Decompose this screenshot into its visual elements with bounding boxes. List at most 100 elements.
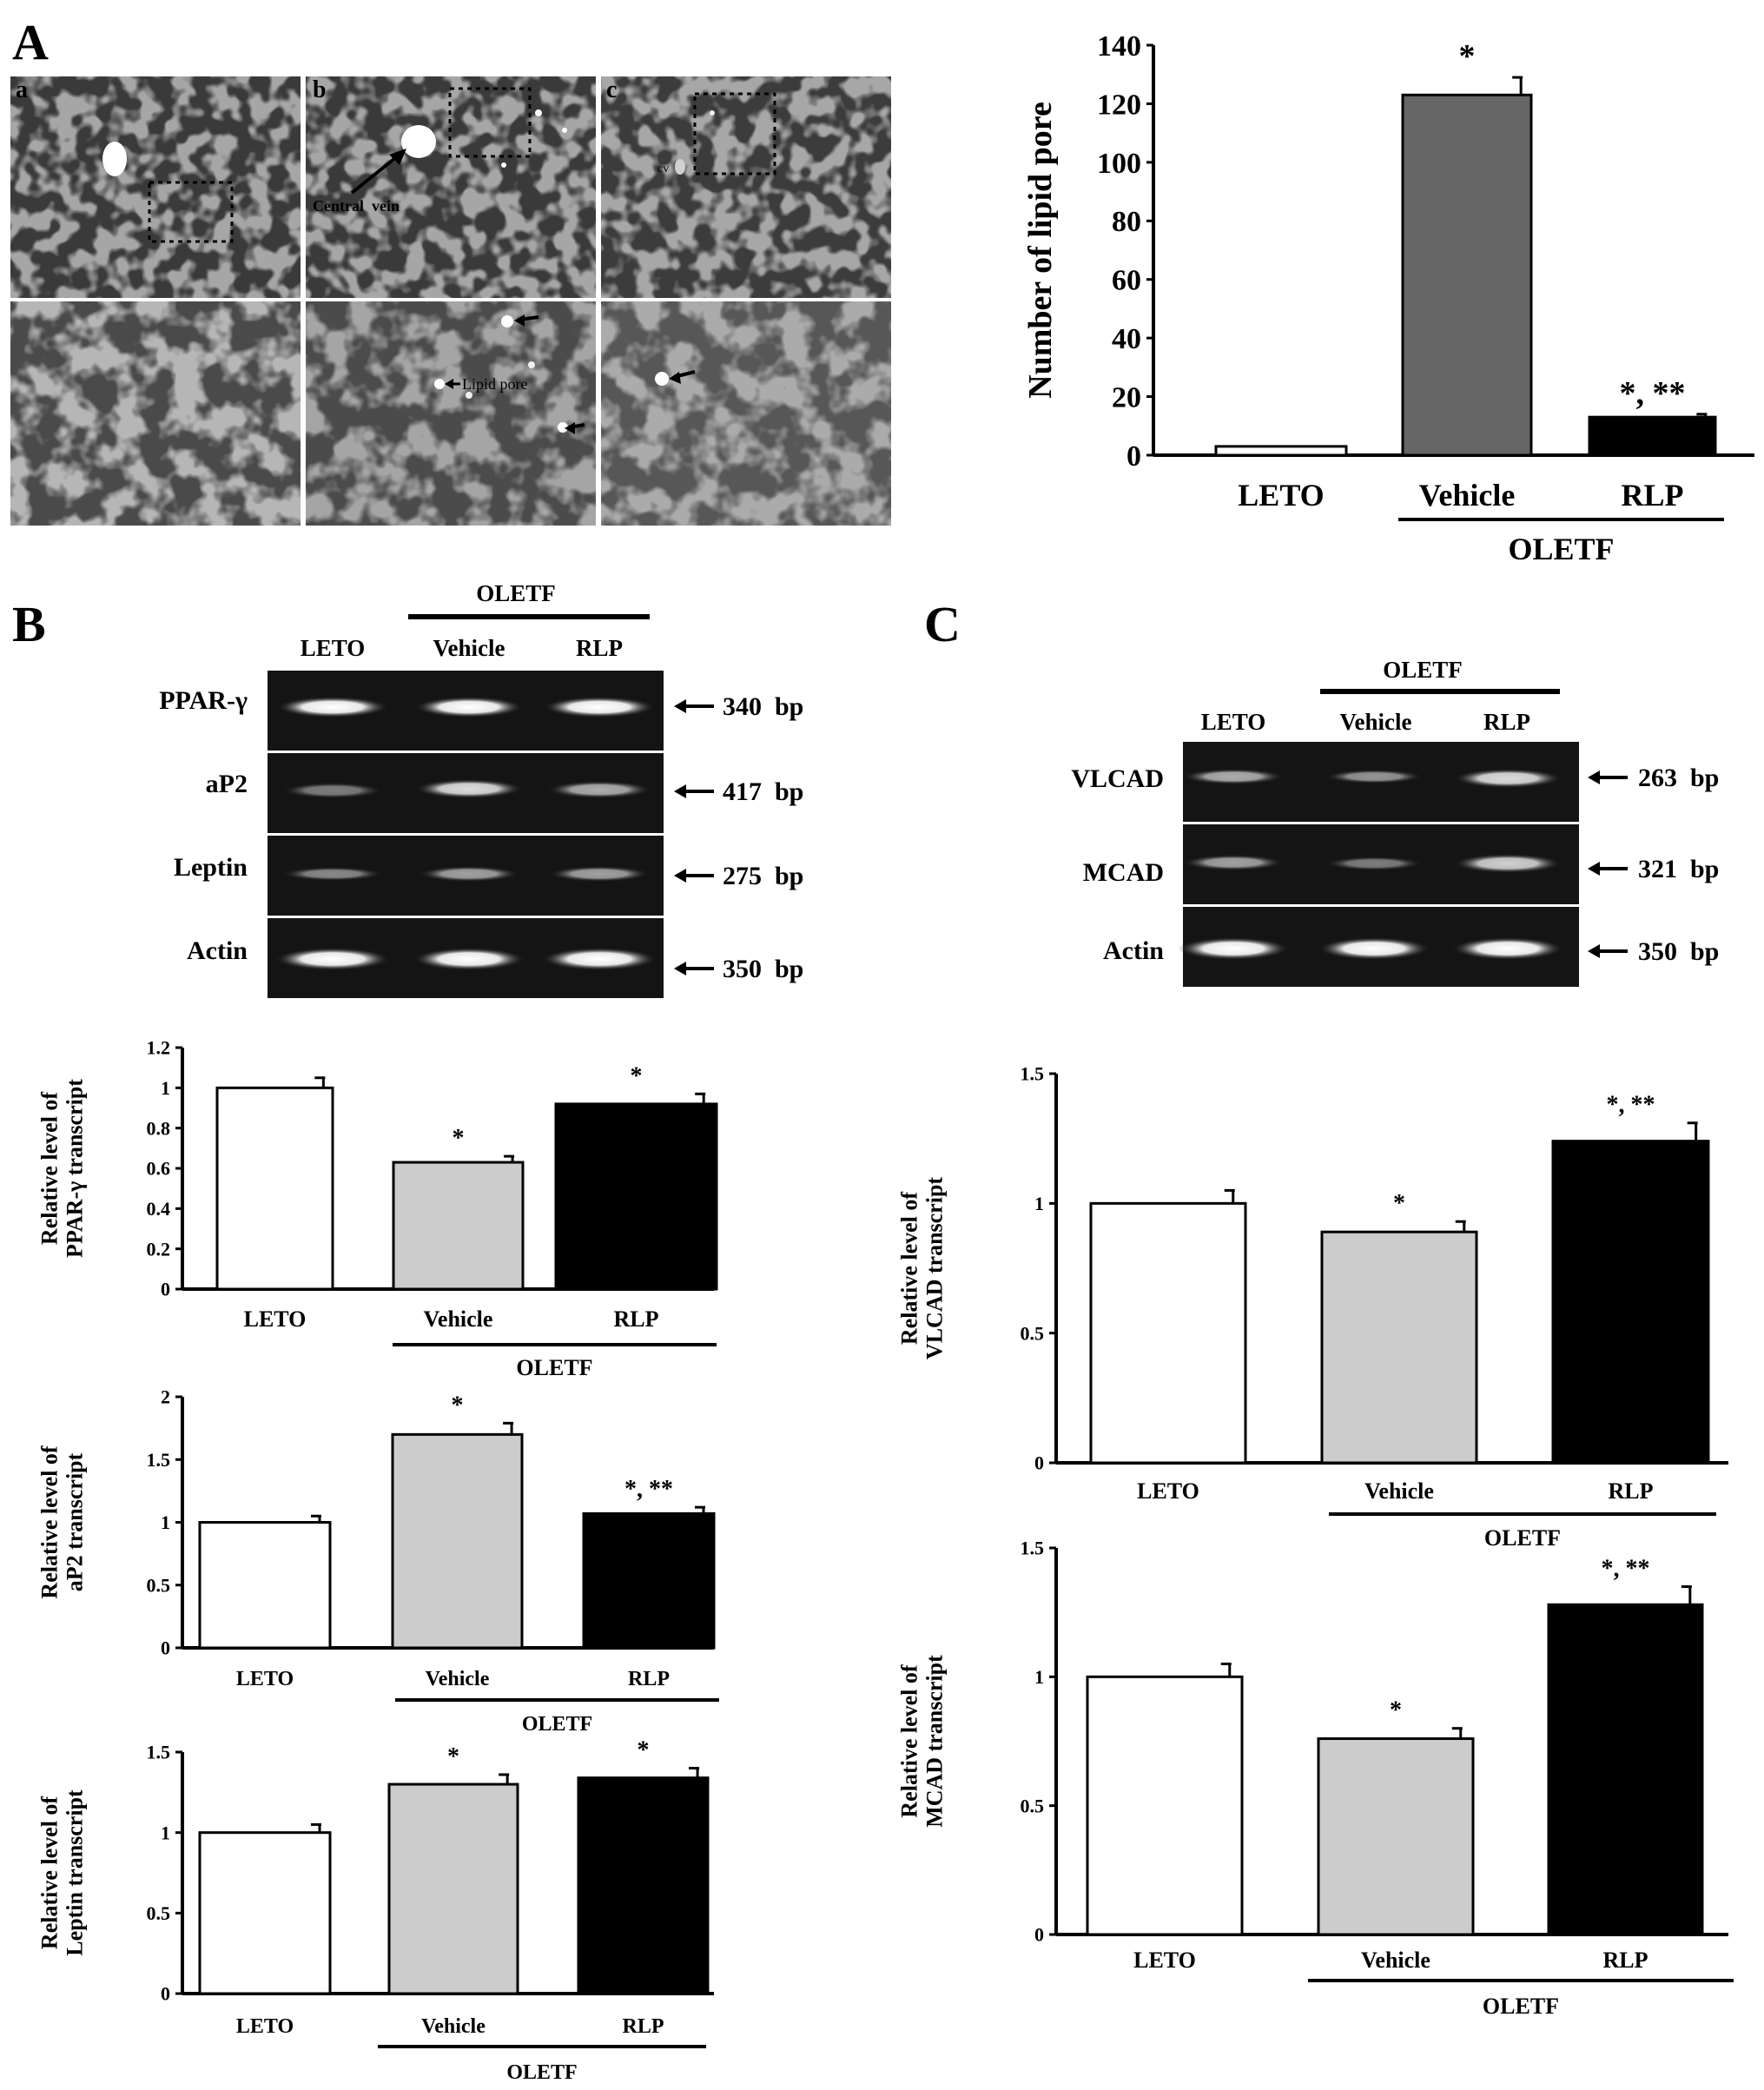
roi-box-c: [693, 92, 776, 175]
significance-label: *: [638, 1737, 650, 1764]
gel-b-gene-leptin: Leptin: [174, 853, 248, 882]
group-label: OLETF: [1484, 1525, 1561, 1551]
size-arrow-head: [1588, 862, 1600, 876]
y-tick-label: 1: [161, 1511, 170, 1533]
gel-c-lane-vehicle: Vehicle: [1340, 709, 1412, 735]
bar-rlp: [1551, 1140, 1710, 1465]
gel-band: [1452, 937, 1563, 960]
micrograph-texture: [601, 76, 891, 298]
category-label: Vehicle: [421, 2015, 486, 2038]
y-tick-label: 60: [1112, 265, 1141, 297]
category-label: LETO: [244, 1306, 307, 1332]
lipid-arrow-b2-head: [565, 422, 575, 434]
group-label: OLETF: [516, 1355, 592, 1380]
central-vein-c: [675, 159, 685, 175]
chart-lipid-pore: 0 20 40 60 80 100 120 140 LETO * Vehicle *, ** RLPOL…: [1022, 30, 1754, 566]
gel-b-lane-leto: LETO: [301, 635, 366, 661]
y-tick-label: 0: [1034, 1452, 1044, 1474]
y-tick-label: 0.8: [147, 1117, 171, 1139]
significance-label: *, **: [1620, 375, 1686, 412]
y-axis-label: MCAD transcript: [922, 1655, 947, 1828]
y-tick-label: 1.5: [1021, 1538, 1045, 1559]
gel-band: [277, 697, 388, 718]
y-tick-label: 0.5: [1021, 1795, 1045, 1816]
gel-c-size-actin: 350 bp: [1638, 937, 1719, 966]
gel-c-size-vlcad: 263 bp: [1638, 764, 1719, 792]
bar-vehicle: [1317, 1737, 1475, 1936]
chart-ap2: 0 0.5 1 1.5 2 LETO * Vehicle *, ** RLP OLETF Relati…: [37, 1386, 719, 1736]
significance-label: *: [447, 1743, 459, 1770]
bar-vehicle: [1320, 1230, 1478, 1465]
y-tick-label: 1: [1034, 1193, 1044, 1214]
size-arrow-head: [1588, 771, 1600, 784]
y-tick-label: 1.5: [147, 1742, 171, 1763]
lipid-droplet: [501, 162, 506, 168]
bar-leto: [1089, 1201, 1247, 1465]
y-tick-label: 2: [161, 1386, 170, 1408]
y-tick-label: 20: [1112, 381, 1141, 413]
central-vein-arrowhead: [389, 149, 406, 165]
lipid-pore-label: Lipid pore: [462, 375, 527, 393]
central-vein-arrow: [350, 153, 401, 195]
bar-vehicle: [392, 1161, 525, 1291]
size-arrow-head: [674, 784, 686, 798]
gel-b-size-markers: [674, 699, 714, 976]
central-vein-label: Central vein: [313, 197, 400, 215]
micrograph-label-b: b: [313, 76, 327, 103]
bar-leto: [215, 1086, 334, 1291]
category-label: Vehicle: [1419, 478, 1516, 513]
lipid-arrow-c-head: [669, 372, 681, 384]
y-axis-label: Leptin transcript: [62, 1789, 87, 1956]
group-label: OLETF: [1483, 1994, 1559, 2019]
bar-vehicle: [387, 1782, 519, 1995]
gel-c-oletf-label: OLETF: [1383, 657, 1463, 683]
lipid-pore-arrowhead: [445, 379, 453, 389]
category-label: RLP: [1609, 1478, 1654, 1504]
bar-vehicle: [391, 1432, 524, 1650]
gel-band: [1183, 855, 1284, 870]
gel-band: [1178, 937, 1289, 960]
gel-c: OLETF LETO Vehicle RLP VLCAD MCAD Actin …: [1071, 657, 1719, 987]
category-label: Vehicle: [1364, 1478, 1434, 1504]
gel-b-gene-actin: Actin: [187, 936, 248, 965]
gel-band: [282, 867, 383, 881]
roi-box-b: [448, 87, 532, 158]
y-axis-label: Relative level of: [37, 1445, 63, 1598]
y-tick-label: 1.2: [147, 1037, 171, 1059]
significance-label: *: [1459, 38, 1476, 75]
y-tick-label: 0: [1126, 440, 1141, 473]
y-tick-label: 0: [1034, 1924, 1044, 1946]
y-tick-label: 0.4: [147, 1198, 171, 1220]
gel-band: [549, 866, 650, 882]
chart-leptin: 0 0.5 1 1.5 LETO * Vehicle * RLP OLETF Relative le…: [37, 1737, 714, 2084]
category-label: Vehicle: [1361, 1948, 1430, 1973]
category-label: Vehicle: [426, 1668, 490, 1690]
micrograph-label-c: c: [606, 76, 617, 103]
category-label: LETO: [1238, 478, 1324, 513]
micrograph-texture: [306, 301, 596, 526]
y-tick-label: 1.5: [1021, 1063, 1045, 1085]
gel-b-gene-ap2: aP2: [206, 770, 248, 798]
gel-c-lane-leto: LETO: [1201, 709, 1266, 735]
bar-leto: [198, 1521, 332, 1650]
gel-band: [419, 866, 519, 882]
gel-band: [415, 779, 523, 798]
y-tick-label: 100: [1097, 148, 1141, 180]
gel-band: [542, 948, 657, 970]
gel-b-gene-ppar: PPAR-γ: [159, 686, 248, 715]
lipid-droplet: [558, 422, 568, 433]
category-label: RLP: [614, 1306, 659, 1332]
gel-band: [1183, 769, 1284, 784]
gel-c-gene-vlcad: VLCAD: [1071, 764, 1164, 793]
y-tick-label: 0.2: [147, 1238, 171, 1260]
y-axis-label: aP2 transcript: [62, 1452, 87, 1591]
category-label: LETO: [236, 2015, 294, 2038]
bar-rlp: [1588, 415, 1717, 457]
category-label: LETO: [1133, 1948, 1196, 1973]
category-label: RLP: [623, 2015, 664, 2038]
y-tick-label: 120: [1097, 89, 1141, 121]
group-label: OLETF: [506, 2061, 577, 2084]
gel-band: [544, 697, 655, 718]
y-tick-label: 0: [161, 1983, 170, 2005]
significance-label: *: [1390, 1697, 1402, 1724]
